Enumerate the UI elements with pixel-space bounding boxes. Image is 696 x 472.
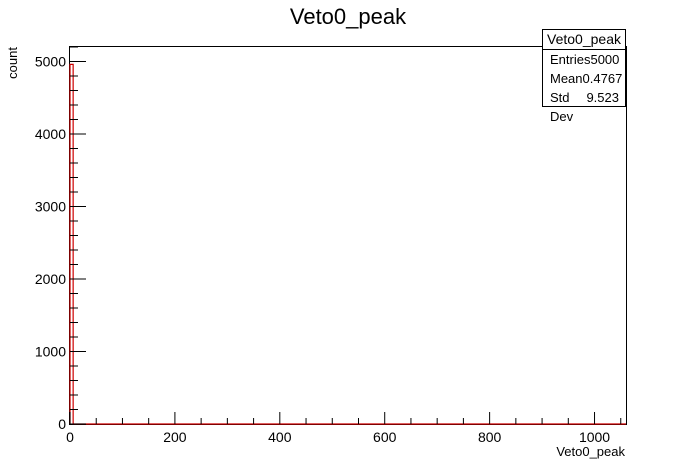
x-tick-label: 400: [268, 429, 292, 445]
x-axis-label: Veto0_peak: [556, 444, 625, 459]
stats-row-entries: Entries 5000: [543, 50, 625, 69]
stats-value: 0.4767: [582, 71, 623, 86]
x-tick-label: 0: [66, 429, 74, 445]
y-tick-label: 4000: [35, 126, 66, 142]
stats-row-mean: Mean 0.4767: [543, 69, 625, 88]
x-tick-label: 1000: [579, 429, 610, 445]
stats-label: Entries: [550, 52, 591, 67]
stats-label: Mean: [550, 71, 583, 86]
y-tick-label: 0: [58, 416, 66, 432]
y-tick-label: 1000: [35, 344, 66, 360]
x-axis: 0 200 400 600 800 1000: [66, 412, 622, 445]
chart-title: Veto0_peak: [290, 4, 407, 29]
x-tick-label: 800: [478, 429, 502, 445]
y-tick-label: 5000: [35, 54, 66, 70]
y-axis-label: count: [5, 47, 20, 79]
stats-value: 5000: [590, 52, 620, 67]
stats-label: Std Dev: [550, 90, 574, 124]
y-axis: 0 1000 2000 3000 4000 5000: [35, 46, 86, 432]
histogram-bins: [69, 63, 626, 425]
stats-box-title: Veto0_peak: [543, 30, 625, 50]
y-tick-label: 3000: [35, 199, 66, 215]
y-tick-label: 2000: [35, 271, 66, 287]
stats-row-std-dev: Std Dev 9.523: [543, 88, 625, 124]
x-tick-label: 600: [373, 429, 397, 445]
x-tick-label: 200: [163, 429, 187, 445]
stats-value: 9.523: [586, 90, 619, 105]
stats-box: Veto0_peak Entries 5000 Mean 0.4767 Std …: [542, 29, 626, 124]
histogram-outline: [69, 63, 626, 425]
